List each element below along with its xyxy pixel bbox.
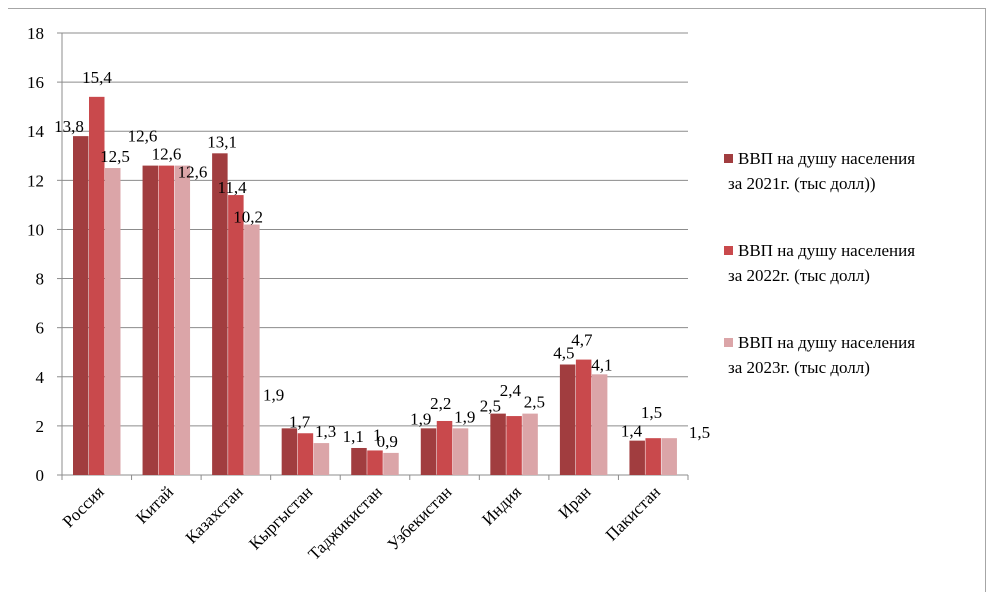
bars xyxy=(73,96,677,476)
bar xyxy=(174,165,191,475)
legend-label: ВВП на душу населения xyxy=(738,333,915,352)
bar xyxy=(212,153,228,476)
data-label: 1,1 xyxy=(343,427,364,446)
data-label: 1,3 xyxy=(315,422,336,441)
y-tick-label: 6 xyxy=(36,319,45,338)
data-label: 1,5 xyxy=(641,403,662,422)
y-tick-label: 4 xyxy=(36,368,45,387)
bar xyxy=(575,359,592,475)
legend-swatch xyxy=(724,338,733,347)
y-tick-label: 14 xyxy=(27,122,45,141)
bar xyxy=(420,428,437,475)
data-label: 15,4 xyxy=(82,68,112,87)
y-axis-tick-labels: 0 2 4 6 8 10 12 14 16 18 xyxy=(27,24,45,485)
bar xyxy=(506,416,522,475)
x-category-label: Китай xyxy=(132,482,177,527)
bar xyxy=(351,447,367,475)
legend-swatch xyxy=(724,246,733,255)
data-label: 2,2 xyxy=(430,394,451,413)
x-category-label: Пакистан xyxy=(602,482,664,544)
x-category-label: Иран xyxy=(555,482,595,522)
legend-label: за 2021г. (тыс долл)) xyxy=(728,174,876,193)
data-label: 4,5 xyxy=(553,344,574,363)
y-tick-label: 12 xyxy=(27,171,44,190)
legend-swatch xyxy=(724,154,733,163)
data-label: 2,5 xyxy=(524,393,545,412)
data-label: 10,2 xyxy=(233,208,263,227)
data-label: 1,5 xyxy=(689,423,710,442)
y-tick-label: 18 xyxy=(27,24,44,43)
bar xyxy=(281,428,298,475)
bar xyxy=(452,428,469,475)
bar xyxy=(436,420,453,475)
bar xyxy=(591,374,608,475)
data-label: 4,1 xyxy=(591,355,612,374)
data-label: 12,6 xyxy=(178,163,208,182)
bar xyxy=(559,364,576,475)
data-label: 12,6 xyxy=(152,145,182,164)
x-category-label: Таджикистан xyxy=(304,482,385,563)
gridlines xyxy=(62,32,688,427)
bar xyxy=(297,433,314,475)
data-labels: 13,815,412,512,612,612,613,111,410,21,91… xyxy=(54,68,710,451)
chart-frame xyxy=(8,8,986,592)
bar xyxy=(629,440,645,475)
data-label: 1,9 xyxy=(410,409,431,428)
legend-label: за 2023г. (тыс долл) xyxy=(728,358,870,377)
data-label: 12,6 xyxy=(128,127,158,146)
bar xyxy=(490,413,506,475)
y-tick-label: 10 xyxy=(27,220,44,239)
bar xyxy=(105,168,121,476)
data-label: 12,5 xyxy=(100,147,130,166)
data-label: 1,4 xyxy=(621,422,643,441)
bar xyxy=(228,195,244,476)
x-category-label: Россия xyxy=(59,482,108,531)
x-category-label: Индия xyxy=(478,482,525,529)
data-label: 1,9 xyxy=(454,407,475,426)
bar xyxy=(158,165,175,475)
x-category-label: Казахстан xyxy=(182,482,247,547)
data-label: 2,5 xyxy=(480,397,501,416)
x-category-label: Узбекистан xyxy=(384,482,456,554)
bar xyxy=(73,136,89,475)
y-tick-label: 8 xyxy=(36,270,45,289)
y-tick-label: 16 xyxy=(27,73,44,92)
data-label: 11,4 xyxy=(218,178,248,197)
bar xyxy=(367,450,383,475)
legend-label: ВВП на душу населения xyxy=(738,149,915,168)
x-axis-category-labels: Россия Китай КазахстанКыргыстанТаджикистан… xyxy=(59,482,664,564)
x-category-label: Кыргыстан xyxy=(245,482,316,553)
data-label: 13,8 xyxy=(54,117,84,136)
y-tick-label: 2 xyxy=(36,417,45,436)
data-label: 0,9 xyxy=(377,432,398,451)
bar xyxy=(142,165,159,475)
bar xyxy=(89,96,105,475)
legend-label: ВВП на душу населения xyxy=(738,241,915,260)
data-label: 1,9 xyxy=(263,385,284,404)
data-label: 1 xyxy=(373,425,382,444)
bar xyxy=(645,438,661,475)
bar xyxy=(661,438,677,475)
data-label: 4,7 xyxy=(571,331,593,350)
data-label: 13,1 xyxy=(207,132,237,151)
bar xyxy=(313,443,330,475)
legend-label: за 2022г. (тыс долл) xyxy=(728,266,870,285)
y-tick-label: 0 xyxy=(36,466,45,485)
data-label: 1,7 xyxy=(289,412,311,431)
data-label: 2,4 xyxy=(500,381,522,400)
bar xyxy=(244,224,260,475)
bar xyxy=(522,413,538,475)
bar xyxy=(383,452,399,475)
legend: ВВП на душу населения за 2021г. (тыс долл… xyxy=(724,149,915,377)
